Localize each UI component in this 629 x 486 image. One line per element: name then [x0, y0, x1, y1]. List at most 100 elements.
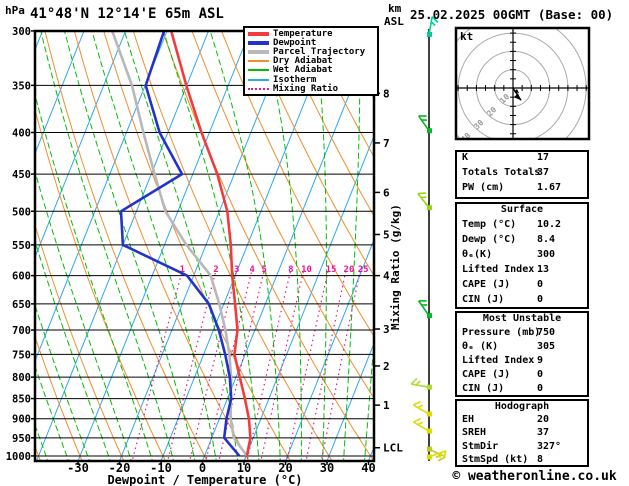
pressure-tick-label: 850 [12, 394, 31, 406]
hodograph-ring-label: 10 [498, 92, 511, 105]
panel-row: K 17 [457, 152, 587, 167]
panel-row-label: Temp (°C) [462, 219, 517, 230]
panel-row: CAPE (J) 0 [457, 279, 587, 294]
panel-row-label: EH [462, 414, 475, 426]
panel-row: Lifted Index 13 [457, 264, 587, 279]
panel-row-value: 0 [537, 383, 544, 394]
legend-swatch-icon [248, 31, 269, 36]
panel-row-label: K [462, 152, 469, 163]
dewpoint-curve [119, 31, 241, 457]
wet-adiabat [163, 31, 260, 461]
legend-item-temperature: Temperature [248, 28, 377, 39]
legend-label: Dry Adiabat [273, 56, 333, 67]
height-tick-label: 8 [383, 87, 390, 100]
isotherm [326, 342, 374, 461]
panel-box-most-unstable: Most Unstable Pressure (mb) 750 θₑ (K) 305 Li… [455, 311, 589, 397]
panel-row: EH 20 [457, 414, 587, 427]
dry-adiabat [221, 31, 374, 338]
panel-row: Pressure (mb) 750 [457, 327, 587, 341]
panel-row: Lifted Index 9 [457, 355, 587, 369]
panel-row-label: StmDir [462, 440, 499, 452]
legend-item-wet-adiabat: Wet Adiabat [248, 65, 377, 76]
mixing-ratio-line [246, 269, 292, 461]
legend-label: Parcel Trajectory [273, 46, 366, 57]
height-tick-label: 3 [383, 323, 390, 336]
temp-tick-label: -10 [150, 461, 172, 475]
isotherm [160, 31, 334, 461]
wet-adiabat [35, 239, 111, 461]
mixing-ratio-line [189, 269, 238, 461]
mixing-ratio-line [260, 269, 305, 461]
dry-adiabat [35, 223, 125, 461]
panel-row-label: CIN (J) [462, 383, 505, 394]
wind-barb [427, 450, 447, 460]
dry-adiabat [35, 445, 42, 461]
height-axis-unit-km: km [388, 2, 402, 15]
panel-row-value: 0 [537, 279, 544, 290]
legend-swatch-icon [248, 78, 269, 81]
panel-row: StmDir 327° [457, 441, 587, 454]
legend-label: Temperature [273, 28, 333, 39]
panel-box-hodograph: Hodograph EH 20 SREH 37 StmDir 327° StmSpd (kt)… [455, 399, 589, 467]
dry-adiabat [44, 31, 208, 461]
wind-barb [427, 16, 439, 37]
panel-box-indices: K 17 Totals Totals 37 PW (cm) 1.67 [455, 150, 589, 199]
temp-tick-label: 40 [361, 461, 375, 475]
pressure-tick-label: 550 [12, 240, 31, 252]
mixing-ratio-label: 10 [301, 265, 312, 275]
legend-label: Mixing Ratio [273, 83, 339, 94]
dry-adiabat [250, 31, 374, 277]
wet-adiabat [91, 31, 217, 461]
mixing-ratio-label: 5 [261, 265, 266, 275]
legend: Temperature Dewpoint Parcel Trajectory Dry … [243, 26, 379, 97]
dry-adiabat [279, 31, 374, 217]
panel-row-value: 0 [537, 369, 544, 380]
panel-title: Hodograph [494, 401, 550, 412]
isotherm [119, 31, 292, 461]
hodograph-border [454, 26, 591, 141]
legend-swatch-icon [248, 49, 269, 54]
panel-row: SREH 37 [457, 427, 587, 440]
legend-item-dewpoint: Dewpoint [248, 38, 377, 48]
panel-row-value: 13 [537, 264, 550, 275]
height-axis-unit-asl: ASL [384, 15, 404, 28]
panel-row: CAPE (J) 0 [457, 369, 587, 383]
legend-item-mixing-ratio: Mixing Ratio [248, 83, 377, 94]
pressure-tick-label: 1000 [6, 451, 31, 463]
copyright: © weatheronline.co.uk [452, 469, 617, 484]
panel-row-label: PW (cm) [462, 182, 505, 193]
pressure-tick-label: 700 [12, 325, 31, 337]
panel-row-value: 8 [537, 453, 544, 465]
panel-row-label: Dewp (°C) [462, 234, 517, 245]
panel-row-label: CIN (J) [462, 294, 505, 305]
panel-row-value: 0 [537, 294, 544, 305]
panel-row: CIN (J) 0 [457, 294, 587, 309]
panel-row: Temp (°C) 10.2 [457, 219, 587, 234]
wet-adiabat [314, 31, 327, 461]
panel-row-value: 37 [537, 167, 550, 178]
panel-row-value: 1.67 [537, 182, 562, 193]
temp-axis-title: Dewpoint / Temperature (°C) [107, 473, 302, 486]
mixing-ratio-label: 1 [180, 265, 185, 275]
panel-row-label: CAPE (J) [462, 279, 511, 290]
background-lines [0, 31, 450, 473]
height-tick-label: 6 [383, 186, 390, 199]
wind-barb [418, 300, 432, 319]
pressure-tick-label: 450 [12, 169, 31, 181]
height-tick-label: 7 [383, 137, 390, 150]
hodograph-ring-label: 20 [485, 105, 498, 118]
temperature-curve [169, 31, 252, 457]
run-title: 25.02.2025 00GMT (Base: 00) [410, 7, 614, 22]
wind-barb [410, 377, 432, 390]
wet-adiabat [209, 31, 281, 461]
hodograph-ring-label: 30 [472, 118, 485, 131]
parcel-trajectory-curve [110, 31, 248, 457]
panel-row-value: 305 [537, 341, 556, 352]
isotherm [0, 31, 1, 461]
legend-label: Wet Adiabat [273, 65, 333, 76]
mixing-ratio-label: 20 [344, 265, 355, 275]
wet-adiabat [35, 303, 90, 461]
dry-adiabat [398, 31, 450, 473]
panel-row: Dewp (°C) 8.4 [457, 234, 587, 249]
